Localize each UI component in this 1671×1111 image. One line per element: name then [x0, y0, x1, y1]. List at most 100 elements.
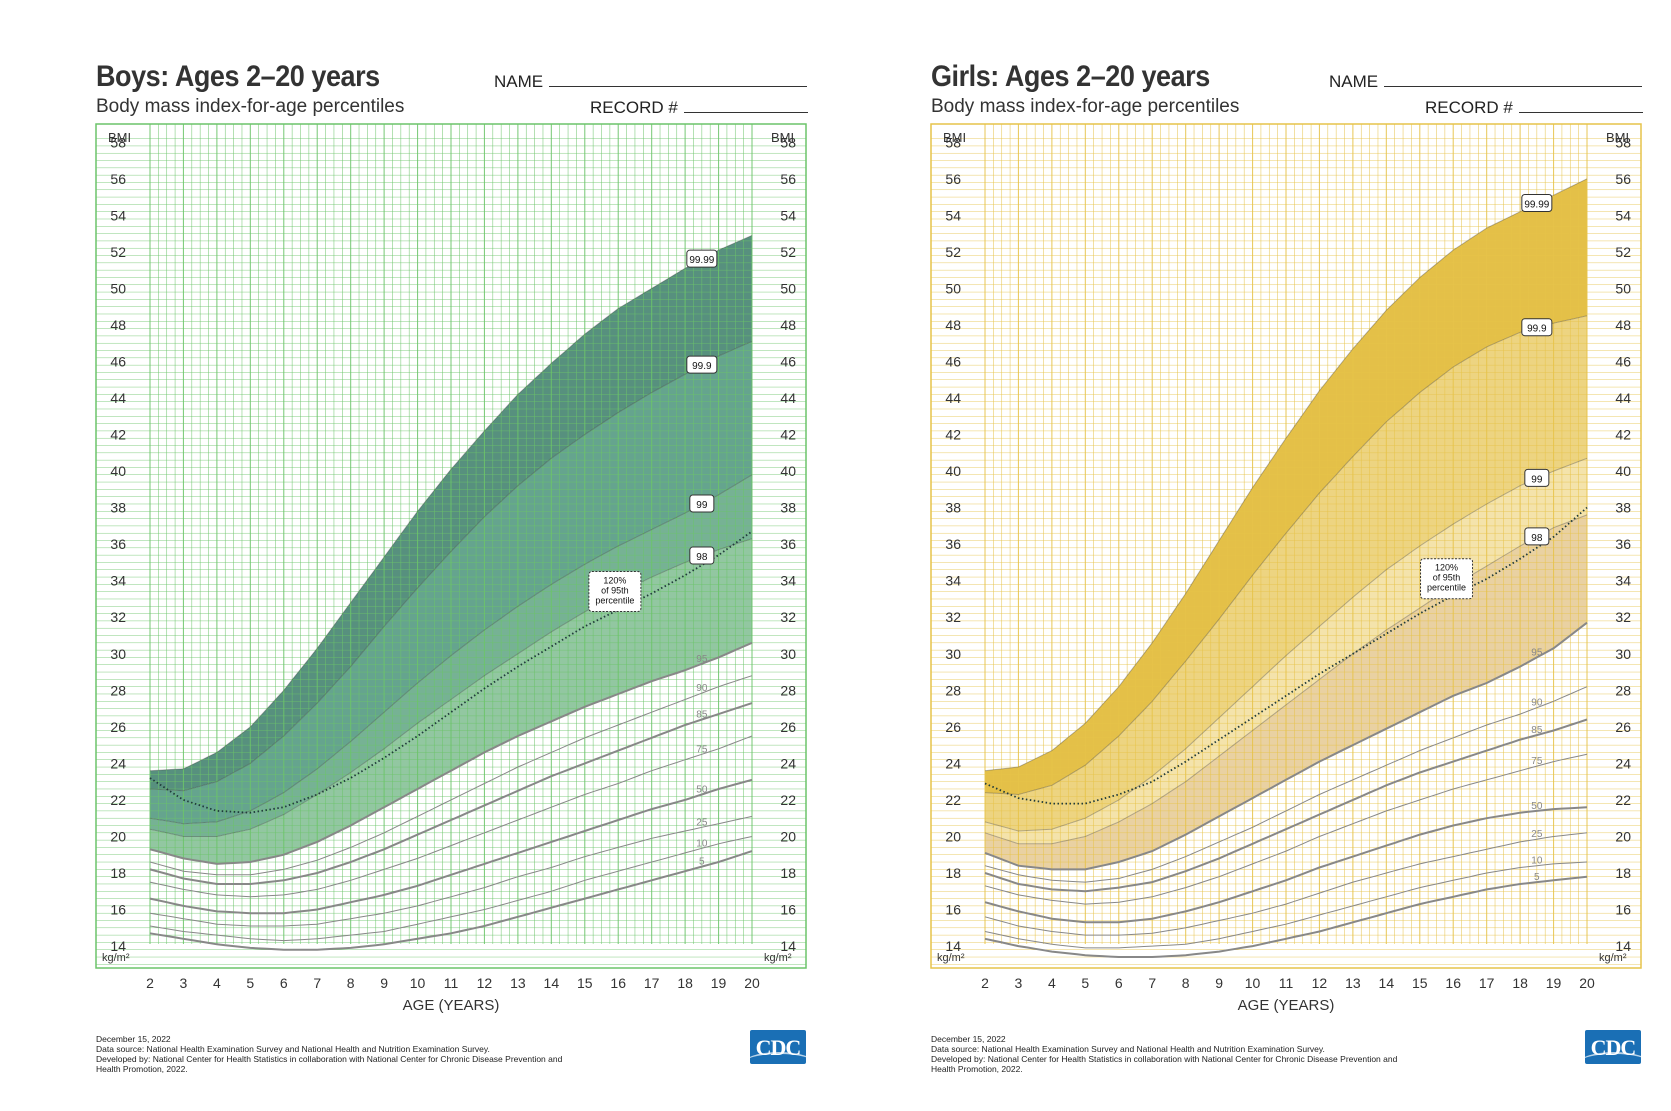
- curve-120-of-95th-percentile: [984, 506, 1588, 805]
- y-tick-label-left: 48: [110, 317, 126, 333]
- boys-footer: December 15, 2022 Data source: National …: [96, 1034, 656, 1074]
- y-unit-label-right: kg/m²: [764, 952, 792, 964]
- curve-85: [984, 718, 1588, 893]
- y-tick-label-left: 42: [110, 427, 126, 443]
- curve-75: [984, 753, 1588, 905]
- y-unit-label-left: kg/m²: [937, 952, 965, 964]
- record-label: RECORD #: [590, 98, 678, 117]
- x-tick-label: 10: [410, 975, 426, 991]
- name-line: [549, 86, 808, 87]
- y-tick-label-right: 48: [780, 317, 796, 333]
- y-tick-label-right: 26: [780, 719, 796, 735]
- curve-label-98: 98: [689, 546, 715, 565]
- curve-label-10: 10: [1531, 856, 1543, 867]
- y-tick-label-left: 26: [945, 719, 961, 735]
- y-axis: 14 14 16 16 18 18 20 20 22 22 24 24 26 26 28 28 30 30 32 32…: [937, 130, 1631, 964]
- curve-label-75: 75: [696, 744, 708, 755]
- y-tick-label-left: 20: [110, 828, 126, 844]
- girls-chart-panel: Girls: Ages 2–20 years Body mass index-f…: [835, 0, 1670, 1111]
- curve-label-90: 90: [1531, 698, 1543, 709]
- y-tick-label-right: 48: [1615, 317, 1631, 333]
- y-tick-label-left: 22: [110, 792, 126, 808]
- x-tick-label: 3: [180, 975, 188, 991]
- label-box: [689, 546, 715, 565]
- girls-chart-subtitle: Body mass index-for-age percentiles: [931, 96, 1240, 117]
- annotation-box: [588, 570, 642, 612]
- curve-75: [149, 735, 753, 898]
- footer-developed: Developed by: National Center for Health…: [931, 1054, 1398, 1064]
- boys-chart-panel: Boys: Ages 2–20 years Body mass index-fo…: [0, 0, 835, 1111]
- curve-98: [984, 514, 1588, 845]
- y-tick-label-right: 34: [1615, 573, 1631, 589]
- y-tick-label-right: 16: [780, 902, 796, 918]
- curve-label-99-99: 99.99: [686, 249, 718, 268]
- label-text: 99: [696, 500, 708, 511]
- label-box: [1524, 468, 1550, 487]
- x-tick-label: 9: [1215, 975, 1223, 991]
- y-tick-label-right: 52: [780, 244, 796, 260]
- label-text: 99: [1531, 474, 1543, 485]
- y-tick-label-right: 56: [780, 171, 796, 187]
- y-tick-label-left: 34: [110, 573, 126, 589]
- x-tick-label: 19: [1546, 975, 1562, 991]
- y-tick-label-right: 22: [780, 792, 796, 808]
- annotation-line: percentile: [1427, 583, 1466, 593]
- footer-developed: Developed by: National Center for Health…: [96, 1054, 563, 1064]
- footer-source: Data source: National Health Examination…: [931, 1044, 1325, 1054]
- label-text: 98: [1531, 533, 1543, 544]
- x-tick-label: 2: [981, 975, 989, 991]
- x-tick-label: 18: [677, 975, 693, 991]
- x-tick-label: 4: [213, 975, 221, 991]
- y-tick-label-right: 44: [780, 390, 796, 406]
- y-tick-label-right: 40: [1615, 463, 1631, 479]
- annotation-line: 120%: [1435, 563, 1458, 573]
- y-unit-label-right: kg/m²: [1599, 952, 1627, 964]
- curve-95: [984, 621, 1588, 871]
- y-axis-label-right: BMI: [771, 130, 794, 145]
- curve-99-9: [984, 315, 1588, 796]
- y-tick-label-left: 32: [945, 609, 961, 625]
- cdc-logo: CDC: [1585, 1030, 1641, 1064]
- curve-label-10: 10: [696, 838, 708, 849]
- y-tick-label-right: 38: [1615, 500, 1631, 516]
- boys-name-field[interactable]: NAME: [494, 72, 808, 92]
- x-tick-label: 9: [380, 975, 388, 991]
- x-tick-label: 12: [1312, 975, 1328, 991]
- y-tick-label-left: 26: [110, 719, 126, 735]
- y-tick-label-left: 46: [945, 353, 961, 369]
- curve-label-75: 75: [1531, 756, 1543, 767]
- y-tick-label-right: 18: [780, 865, 796, 881]
- footer-source: Data source: National Health Examination…: [96, 1044, 490, 1054]
- curve-label-95: 95: [1531, 647, 1543, 658]
- y-tick-label-left: 52: [945, 244, 961, 260]
- curve-25: [984, 832, 1588, 936]
- y-tick-label-left: 50: [945, 280, 961, 296]
- y-tick-label-left: 14: [945, 938, 961, 954]
- boys-chart-title: Boys: Ages 2–20 years: [96, 60, 380, 93]
- x-tick-label: 7: [313, 975, 321, 991]
- label-text: 99.99: [1524, 199, 1549, 210]
- footer-date: December 15, 2022: [931, 1034, 1006, 1044]
- curve-5: [984, 875, 1588, 958]
- boys-record-field[interactable]: RECORD #: [590, 98, 808, 118]
- y-tick-label-left: 18: [110, 865, 126, 881]
- y-tick-label-left: 20: [945, 828, 961, 844]
- curve-label-5: 5: [699, 857, 705, 868]
- girls-record-field[interactable]: RECORD #: [1425, 98, 1643, 118]
- girls-name-field[interactable]: NAME: [1329, 72, 1643, 92]
- boys-chart-subtitle: Body mass index-for-age percentiles: [96, 96, 405, 117]
- y-tick-label-right: 28: [1615, 682, 1631, 698]
- y-tick-label-right: 58: [1615, 134, 1631, 150]
- label-box: [1521, 193, 1553, 212]
- y-tick-label-right: 22: [1615, 792, 1631, 808]
- x-tick-label: 8: [347, 975, 355, 991]
- y-tick-label-left: 44: [945, 390, 961, 406]
- y-tick-label-right: 20: [1615, 828, 1631, 844]
- label-box: [686, 355, 718, 374]
- y-tick-label-right: 14: [780, 938, 796, 954]
- y-tick-label-left: 58: [110, 134, 126, 150]
- y-axis: 14 14 16 16 18 18 20 20 22 22 24 24 26 26 28 28 30 30 32 32…: [102, 130, 796, 964]
- curve-label-99-9: 99.9: [1521, 318, 1553, 337]
